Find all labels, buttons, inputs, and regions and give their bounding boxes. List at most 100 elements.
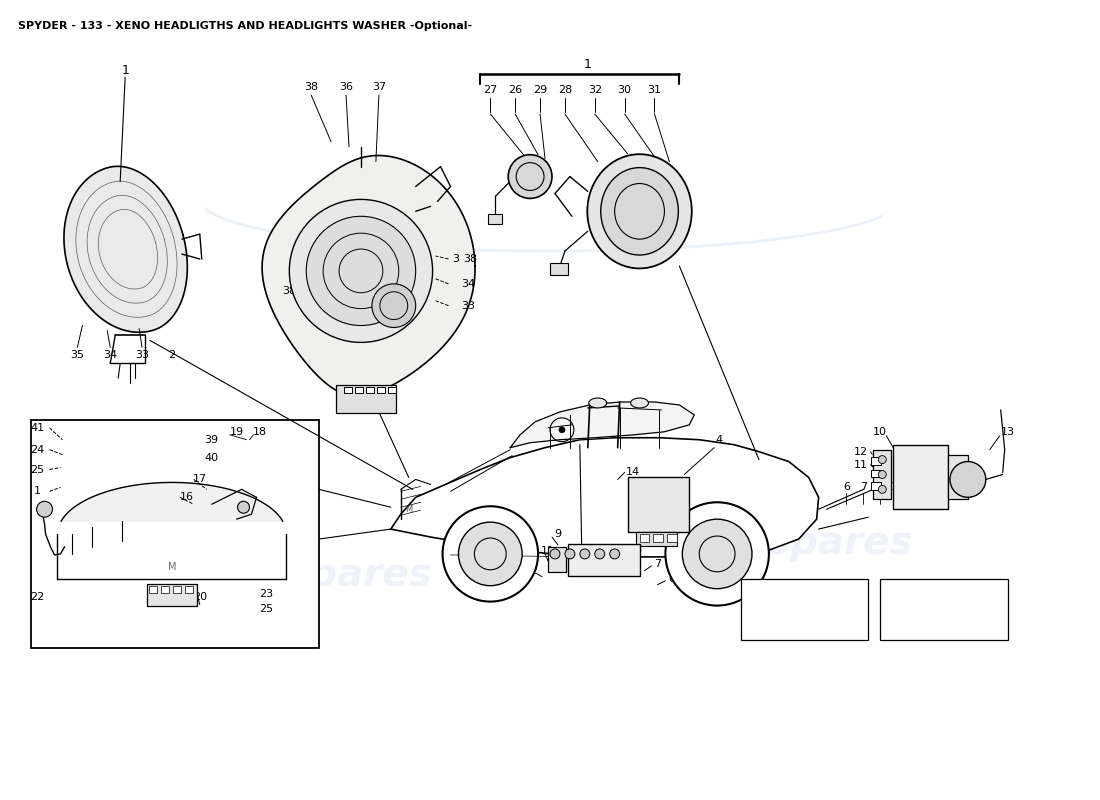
Text: 5: 5: [936, 482, 944, 492]
Text: 7: 7: [860, 482, 867, 492]
Text: 41: 41: [31, 423, 45, 433]
Text: M: M: [405, 505, 412, 514]
Text: 18: 18: [252, 426, 266, 437]
Circle shape: [950, 462, 986, 498]
Polygon shape: [262, 155, 475, 396]
Text: 39: 39: [205, 434, 219, 445]
Text: 9: 9: [554, 529, 561, 539]
Text: 34: 34: [103, 350, 118, 360]
Text: See Draw. 47: See Draw. 47: [910, 618, 978, 629]
Bar: [880, 578, 1008, 640]
Text: Vedi Tav. 45: Vedi Tav. 45: [773, 590, 836, 601]
Bar: [873, 450, 891, 499]
Bar: [173, 586, 180, 593]
Text: 29: 29: [532, 85, 547, 95]
Ellipse shape: [601, 168, 679, 255]
Circle shape: [550, 549, 560, 559]
Text: 12: 12: [525, 566, 539, 576]
Ellipse shape: [588, 398, 607, 408]
Text: 25: 25: [260, 603, 274, 614]
Text: 6: 6: [843, 482, 850, 492]
Bar: [948, 454, 968, 499]
Circle shape: [609, 549, 619, 559]
Ellipse shape: [630, 398, 649, 408]
Text: 23: 23: [260, 589, 274, 598]
Text: 19: 19: [230, 426, 244, 437]
Text: 16: 16: [179, 492, 194, 502]
Text: Vedi Tav. 47: Vedi Tav. 47: [913, 590, 975, 601]
Circle shape: [682, 519, 752, 589]
Circle shape: [372, 284, 416, 327]
Bar: [377, 387, 385, 393]
Bar: [550, 263, 568, 275]
Circle shape: [878, 470, 887, 478]
Text: 30: 30: [617, 85, 631, 95]
Text: eurospares: eurospares: [186, 556, 432, 594]
Text: 25: 25: [31, 465, 45, 474]
Bar: [639, 534, 649, 542]
Text: 38: 38: [283, 286, 296, 296]
Text: 35: 35: [70, 350, 85, 360]
Bar: [636, 532, 678, 546]
Bar: [568, 544, 639, 576]
Circle shape: [595, 549, 605, 559]
Circle shape: [289, 199, 432, 342]
Text: 33: 33: [135, 350, 150, 360]
Bar: [185, 586, 192, 593]
Text: 14: 14: [891, 482, 905, 492]
Circle shape: [878, 456, 887, 463]
Bar: [871, 482, 881, 490]
Text: 20: 20: [192, 592, 207, 602]
Text: 11: 11: [854, 459, 868, 470]
Bar: [31, 420, 319, 648]
Text: M: M: [167, 562, 176, 572]
Circle shape: [459, 522, 522, 586]
Text: 34: 34: [461, 279, 475, 289]
Polygon shape: [510, 402, 694, 448]
Text: 37: 37: [372, 82, 386, 92]
Text: 1: 1: [584, 58, 592, 71]
Text: 21: 21: [160, 592, 174, 602]
Bar: [893, 445, 948, 510]
Text: 10: 10: [873, 426, 888, 437]
Text: 31: 31: [648, 85, 661, 95]
Bar: [366, 387, 374, 393]
Text: eurospares: eurospares: [668, 524, 914, 562]
Text: 38: 38: [463, 254, 477, 264]
Text: 38: 38: [307, 286, 321, 296]
Text: 27: 27: [483, 85, 497, 95]
Text: 12: 12: [854, 446, 868, 457]
Text: 2: 2: [168, 350, 176, 360]
Text: 8: 8: [634, 544, 641, 554]
Text: 4: 4: [716, 434, 723, 445]
Text: 22: 22: [31, 592, 45, 602]
Circle shape: [508, 154, 552, 198]
Text: 17: 17: [192, 474, 207, 485]
Text: 15: 15: [648, 479, 661, 490]
Polygon shape: [62, 482, 283, 522]
Bar: [148, 586, 157, 593]
Circle shape: [442, 506, 538, 602]
Circle shape: [878, 486, 887, 494]
Text: 8: 8: [877, 482, 884, 492]
Text: SPYDER - 133 - XENO HEADLIGTHS AND HEADLIGHTS WASHER -Optional-: SPYDER - 133 - XENO HEADLIGTHS AND HEADL…: [18, 21, 472, 30]
Bar: [388, 387, 396, 393]
Text: 32: 32: [587, 85, 602, 95]
Bar: [161, 586, 169, 593]
Bar: [741, 578, 868, 640]
Text: 24: 24: [31, 445, 45, 454]
Text: 13: 13: [1001, 426, 1014, 437]
Text: 6: 6: [668, 574, 675, 584]
Text: 1: 1: [121, 64, 129, 77]
Text: 36: 36: [339, 82, 353, 92]
Text: 26: 26: [508, 85, 522, 95]
Bar: [668, 534, 678, 542]
Bar: [344, 387, 352, 393]
Text: 14: 14: [626, 467, 639, 478]
Bar: [871, 470, 881, 478]
Polygon shape: [64, 166, 187, 332]
Text: 11: 11: [541, 546, 556, 556]
Text: 3: 3: [452, 254, 459, 264]
Text: 28: 28: [558, 85, 572, 95]
Text: 33: 33: [461, 301, 475, 310]
